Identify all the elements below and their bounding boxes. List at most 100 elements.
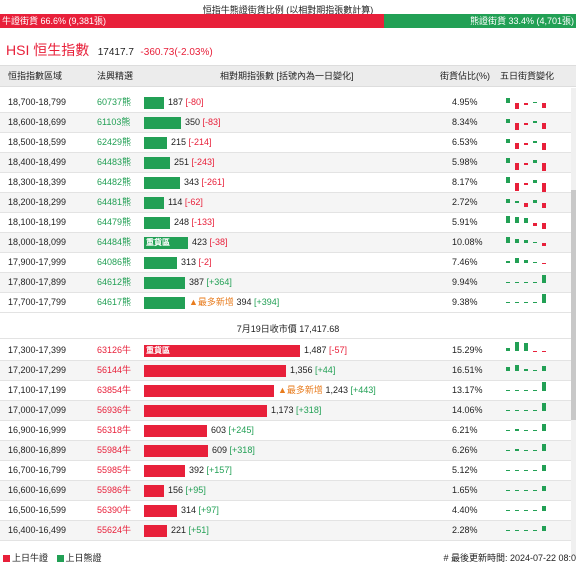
table-row: 16,400-16,499 55624牛 221 [+51] 2.28% xyxy=(0,521,576,541)
five-day-sparkline xyxy=(506,382,546,391)
warrant-code-link[interactable]: 64617熊 xyxy=(97,297,132,307)
five-day-sparkline xyxy=(506,216,546,229)
range-cell: 17,200-17,299 xyxy=(8,365,67,375)
warrant-code-link[interactable]: 64086熊 xyxy=(97,257,132,267)
warrant-code-link[interactable]: 64484熊 xyxy=(97,237,132,247)
last-updated: # 最後更新時間: 2024-07-22 08:0 xyxy=(443,553,576,563)
sparkline-bar xyxy=(524,183,528,185)
sparkline-bar xyxy=(506,367,510,371)
warrant-code-link[interactable]: 62429熊 xyxy=(97,137,132,147)
contracts-bar xyxy=(144,505,177,517)
index-change: -360.73(-2.03%) xyxy=(140,47,213,58)
table-row: 17,000-17,099 56936牛 1,173 [+318] 14.06% xyxy=(0,401,576,421)
header-contracts: 相對期指張數 [括號內為一日變化] xyxy=(220,71,354,81)
contracts-value: 215 xyxy=(171,137,187,147)
table-row: 17,200-17,299 56144牛 1,356 [+44] 16.51% xyxy=(0,361,576,381)
contracts-bar xyxy=(144,117,181,129)
sparkline-bar xyxy=(524,530,528,531)
contracts-bar xyxy=(144,257,177,269)
daily-change: [+245] xyxy=(228,425,254,435)
daily-change: [+318] xyxy=(229,445,255,455)
sparkline-bar xyxy=(542,223,546,229)
sparkline-bar xyxy=(533,242,537,243)
sparkline-bar xyxy=(515,201,519,203)
contracts-text: 221 [+51] xyxy=(171,521,209,540)
five-day-sparkline xyxy=(506,98,546,109)
table-header: 恒指指數區域 法興精選 相對期指張數 [括號內為一日變化] 街貨佔比(%) 五日… xyxy=(0,65,576,87)
contracts-value: 156 xyxy=(168,485,184,495)
daily-change: [+157] xyxy=(206,465,232,475)
sparkline-bar xyxy=(533,390,537,391)
warrant-code-link[interactable]: 64481熊 xyxy=(97,197,132,207)
range-cell: 17,900-17,999 xyxy=(8,257,67,267)
sparkline-bar xyxy=(542,143,546,150)
sparkline-bar xyxy=(533,490,537,491)
table-row: 18,400-18,499 64483熊 251 [-243] 5.98% xyxy=(0,153,576,173)
warrant-code-link[interactable]: 55624牛 xyxy=(97,525,132,535)
street-pct: 6.21% xyxy=(452,425,478,435)
street-pct: 8.17% xyxy=(452,177,478,187)
index-name: HSI 恒生指數 xyxy=(6,42,90,58)
sparkline-bar xyxy=(515,470,519,471)
contracts-value: 350 xyxy=(185,117,201,127)
warrant-code-link[interactable]: 63854牛 xyxy=(97,385,132,395)
warrant-code-link[interactable]: 55984牛 xyxy=(97,445,132,455)
warrant-code-link[interactable]: 55985牛 xyxy=(97,465,132,475)
warrant-code-link[interactable]: 64612熊 xyxy=(97,277,132,287)
most-added-tag: ▲最多新增 xyxy=(278,385,323,395)
sparkline-bar xyxy=(533,160,537,163)
sparkline-bar xyxy=(542,263,546,264)
sparkline-bar xyxy=(506,282,510,283)
sparkline-bar xyxy=(533,200,537,203)
daily-change: [-214] xyxy=(188,137,212,147)
table-row: 17,300-17,399 63126牛 重貨區 1,487 [-57] 15.29% xyxy=(0,341,576,361)
street-pct: 5.12% xyxy=(452,465,478,475)
street-pct: 14.06% xyxy=(452,405,483,415)
sparkline-bar xyxy=(506,490,510,491)
street-pct: 13.17% xyxy=(452,385,483,395)
table-row: 16,700-16,799 55985牛 392 [+157] 5.12% xyxy=(0,461,576,481)
warrant-code-link[interactable]: 60737熊 xyxy=(97,97,132,107)
contracts-value: 343 xyxy=(184,177,200,187)
bull-legend-label: 上日牛證 xyxy=(12,553,49,563)
range-cell: 18,700-18,799 xyxy=(8,97,67,107)
contracts-text: 1,356 [+44] xyxy=(290,361,335,380)
contracts-value: 394 xyxy=(236,297,252,307)
range-cell: 18,500-18,599 xyxy=(8,137,67,147)
sparkline-bar xyxy=(524,218,528,223)
warrant-code-link[interactable]: 56936牛 xyxy=(97,405,132,415)
warrant-code-link[interactable]: 55986牛 xyxy=(97,485,132,495)
sparkline-bar xyxy=(506,430,510,431)
contracts-value: 187 xyxy=(168,97,184,107)
sparkline-bar xyxy=(506,119,510,123)
table-row: 17,800-17,899 64612熊 387 [+364] 9.94% xyxy=(0,273,576,293)
daily-change: [+394] xyxy=(253,297,280,307)
table-row: 18,500-18,599 62429熊 215 [-214] 6.53% xyxy=(0,133,576,153)
contracts-text: 215 [-214] xyxy=(171,133,212,152)
daily-change: [-133] xyxy=(191,217,215,227)
warrant-code-link[interactable]: 64482熊 xyxy=(97,177,132,187)
table-row: 16,900-16,999 56318牛 603 [+245] 6.21% xyxy=(0,421,576,441)
sparkline-bar xyxy=(542,424,546,431)
scrollbar-thumb[interactable] xyxy=(571,190,576,420)
contracts-bar xyxy=(144,425,207,437)
warrant-code-link[interactable]: 63126牛 xyxy=(97,345,132,355)
warrant-code-link[interactable]: 61103熊 xyxy=(97,117,131,127)
contracts-bar xyxy=(144,525,167,537)
contracts-text: 609 [+318] xyxy=(212,441,255,460)
street-pct: 2.28% xyxy=(452,525,478,535)
warrant-code-link[interactable]: 56390牛 xyxy=(97,505,132,515)
sparkline-bar xyxy=(533,302,537,303)
sparkline-bar xyxy=(524,163,528,165)
warrant-code-link[interactable]: 64483熊 xyxy=(97,157,132,167)
contracts-bar xyxy=(144,345,300,357)
sparkline-bar xyxy=(515,217,519,223)
contracts-text: 1,173 [+318] xyxy=(271,401,321,420)
sparkline-bar xyxy=(533,180,537,183)
warrant-code-link[interactable]: 56144牛 xyxy=(97,365,132,375)
warrant-code-link[interactable]: 56318牛 xyxy=(97,425,132,435)
table-row: 18,100-18,199 64479熊 248 [-133] 5.91% xyxy=(0,213,576,233)
warrant-code-link[interactable]: 64479熊 xyxy=(97,217,132,227)
table-row: 18,600-18,699 61103熊 350 [-83] 8.34% xyxy=(0,113,576,133)
contracts-value: 1,356 xyxy=(290,365,313,375)
